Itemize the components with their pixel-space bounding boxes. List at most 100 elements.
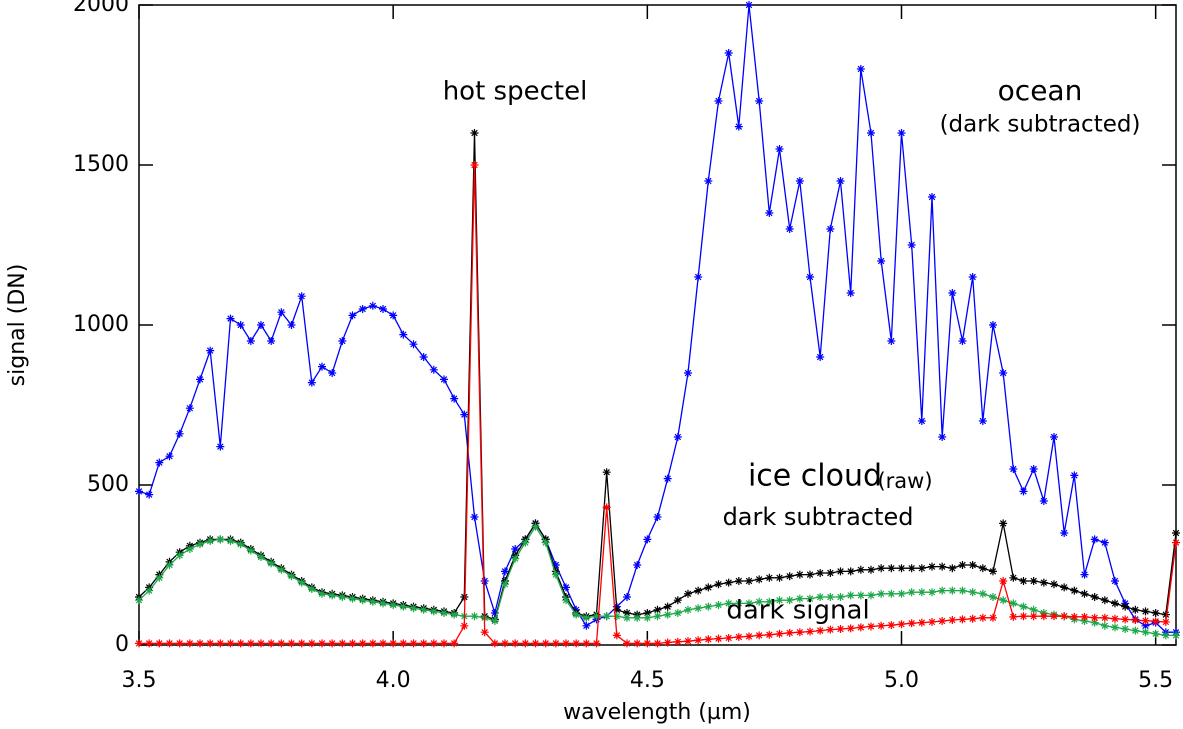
point-marker bbox=[470, 129, 479, 137]
point-marker bbox=[358, 305, 367, 313]
point-marker bbox=[582, 613, 591, 622]
point-marker bbox=[440, 639, 448, 648]
point-marker bbox=[145, 490, 154, 499]
point-marker bbox=[1009, 465, 1018, 473]
point-marker bbox=[145, 639, 154, 648]
point-marker bbox=[1060, 529, 1069, 537]
point-marker bbox=[297, 639, 306, 648]
annotation: dark subtracted bbox=[723, 503, 914, 531]
point-marker bbox=[1039, 612, 1048, 621]
point-marker bbox=[978, 564, 987, 573]
point-marker bbox=[795, 177, 804, 185]
point-marker bbox=[999, 577, 1008, 585]
point-marker bbox=[1019, 577, 1028, 585]
point-marker bbox=[1080, 617, 1089, 625]
point-marker bbox=[917, 618, 926, 627]
point-marker bbox=[958, 337, 967, 345]
point-marker bbox=[541, 639, 550, 648]
point-marker bbox=[429, 639, 438, 648]
point-marker bbox=[1029, 605, 1038, 614]
point-marker bbox=[958, 615, 967, 624]
point-marker bbox=[1080, 570, 1089, 579]
point-marker bbox=[175, 551, 184, 560]
point-marker bbox=[897, 620, 906, 629]
point-marker bbox=[643, 535, 652, 544]
series-line bbox=[138, 132, 1177, 621]
point-marker bbox=[663, 474, 672, 483]
point-marker bbox=[206, 639, 215, 648]
point-marker bbox=[328, 639, 337, 648]
point-marker bbox=[1161, 617, 1170, 626]
point-marker bbox=[653, 605, 662, 614]
point-marker bbox=[236, 639, 245, 648]
point-marker bbox=[450, 610, 459, 619]
point-marker bbox=[307, 639, 316, 648]
point-marker bbox=[470, 612, 479, 621]
x-tick-label: 3.5 bbox=[122, 668, 157, 693]
point-marker bbox=[623, 639, 631, 648]
point-marker bbox=[358, 596, 367, 605]
point-marker bbox=[379, 599, 387, 608]
point-marker bbox=[470, 513, 479, 521]
point-marker bbox=[206, 537, 215, 545]
point-marker bbox=[633, 639, 642, 648]
point-marker bbox=[968, 561, 977, 569]
point-marker bbox=[562, 596, 570, 605]
point-marker bbox=[155, 639, 164, 648]
point-marker bbox=[948, 564, 957, 573]
annotation: (dark subtracted) bbox=[940, 112, 1141, 138]
point-marker bbox=[155, 573, 164, 582]
point-marker bbox=[765, 209, 774, 217]
point-marker bbox=[968, 588, 977, 597]
point-marker bbox=[968, 614, 977, 623]
point-marker bbox=[196, 375, 204, 384]
point-marker bbox=[785, 572, 794, 581]
point-marker bbox=[836, 177, 845, 185]
annotation: dark signal bbox=[726, 596, 869, 626]
x-tick-label: 5.5 bbox=[1138, 668, 1173, 693]
point-marker bbox=[318, 589, 326, 598]
point-marker bbox=[480, 577, 489, 585]
point-marker bbox=[795, 628, 804, 637]
point-marker bbox=[734, 122, 743, 131]
annotation: hot spectel bbox=[443, 77, 588, 107]
point-marker bbox=[806, 627, 814, 636]
point-marker bbox=[846, 591, 855, 600]
point-marker bbox=[816, 593, 825, 601]
point-marker bbox=[1111, 614, 1119, 623]
point-marker bbox=[1141, 616, 1150, 625]
point-marker bbox=[1131, 616, 1140, 625]
point-marker bbox=[297, 578, 306, 587]
point-marker bbox=[236, 321, 245, 329]
point-marker bbox=[440, 375, 448, 384]
point-marker bbox=[328, 591, 337, 600]
point-marker bbox=[602, 503, 611, 512]
point-marker bbox=[765, 573, 774, 582]
point-marker bbox=[907, 564, 916, 573]
point-marker bbox=[734, 577, 743, 585]
point-marker bbox=[806, 570, 814, 579]
point-marker bbox=[531, 522, 540, 531]
point-marker bbox=[185, 404, 194, 413]
point-marker bbox=[755, 631, 764, 640]
point-marker bbox=[399, 330, 408, 339]
point-marker bbox=[1060, 583, 1069, 592]
point-marker bbox=[612, 605, 621, 614]
point-marker bbox=[612, 631, 621, 640]
point-marker bbox=[785, 225, 794, 233]
point-marker bbox=[846, 567, 855, 576]
point-marker bbox=[856, 65, 865, 73]
point-marker bbox=[877, 621, 886, 630]
point-marker bbox=[826, 625, 835, 634]
point-marker bbox=[582, 621, 591, 630]
point-marker bbox=[236, 540, 245, 549]
point-marker bbox=[887, 621, 896, 630]
point-marker bbox=[785, 596, 794, 605]
point-marker bbox=[755, 97, 764, 105]
point-marker bbox=[958, 586, 967, 595]
point-marker bbox=[694, 636, 703, 645]
point-marker bbox=[1090, 535, 1099, 544]
point-marker bbox=[206, 346, 215, 355]
point-marker bbox=[867, 129, 875, 137]
